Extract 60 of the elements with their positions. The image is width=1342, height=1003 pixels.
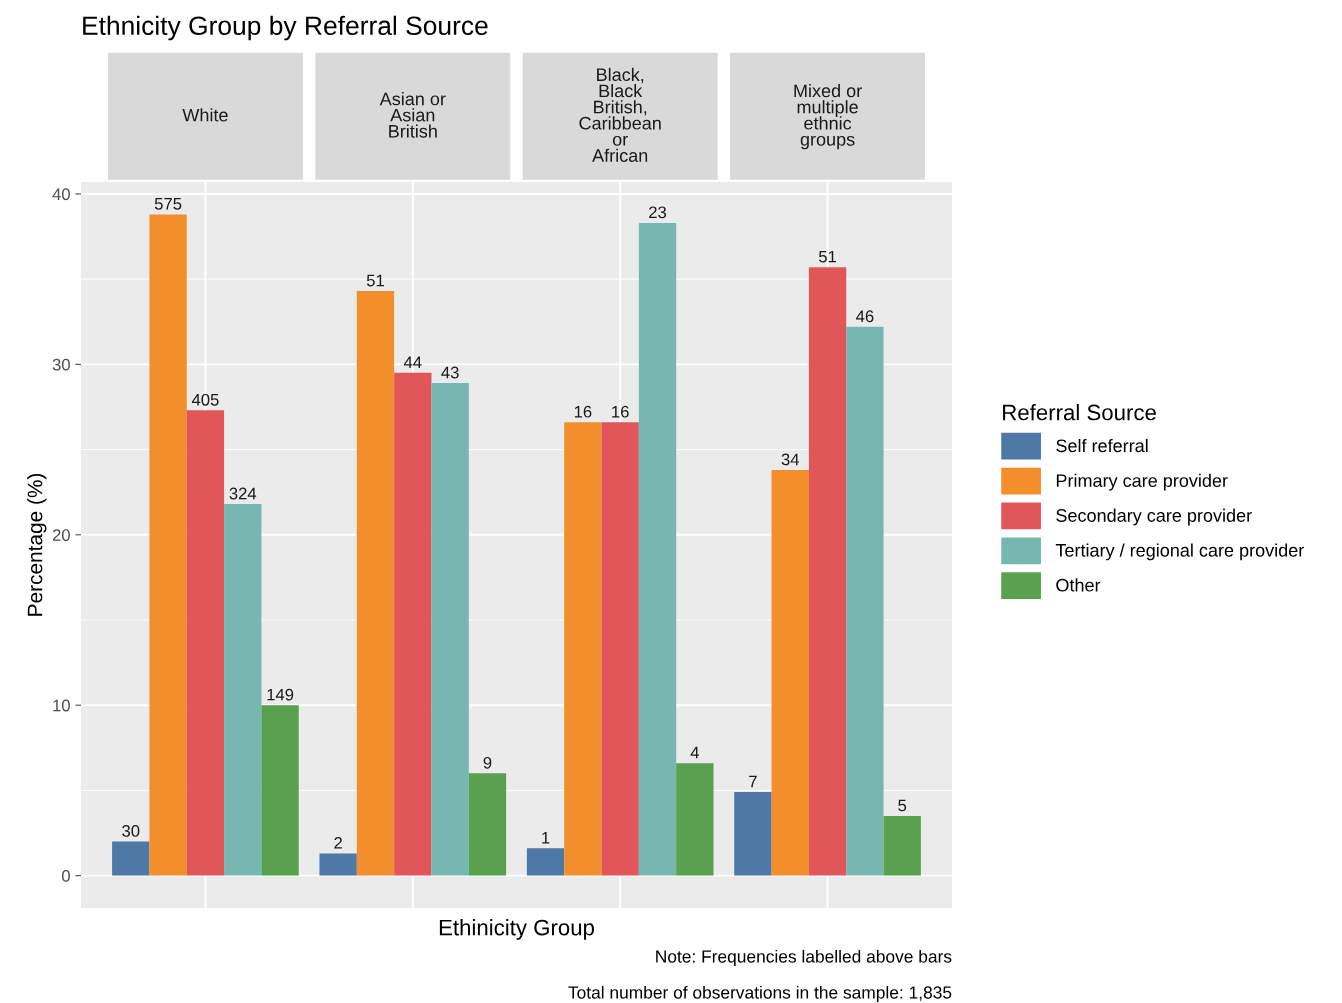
annotation: 4 [690, 746, 699, 759]
bar [771, 470, 809, 876]
annotation: 46 [856, 310, 874, 323]
legend-label: Tertiary / regional care provider [1055, 543, 1304, 561]
annotation: 7 [749, 775, 757, 788]
legend-label: Other [1056, 578, 1101, 592]
bar [149, 214, 187, 876]
y-tick-label: 0 [61, 870, 70, 882]
text: Total number of observations in the sample: 1,835 [568, 985, 952, 1003]
bar [394, 372, 432, 876]
bar [883, 815, 921, 876]
annotation: 1 [542, 832, 550, 844]
annotation: 16 [574, 405, 592, 418]
legend-label: Primary care provider [1056, 473, 1228, 491]
annotation: 324 [229, 487, 257, 500]
annotation: 34 [781, 453, 800, 466]
legend-label: Secondary care provider [1056, 508, 1252, 526]
x-tick-label: Mixed or multiple ethnic groups [794, 83, 862, 150]
annotation: 9 [483, 756, 492, 769]
annotation: 43 [441, 366, 459, 379]
annotation: 30 [122, 825, 140, 837]
legend-title: Referral Source [1003, 404, 1156, 421]
annotation: 44 [403, 356, 422, 369]
bar [638, 222, 677, 876]
annotation: 2 [334, 836, 342, 849]
bar [356, 291, 395, 876]
bar [431, 383, 469, 876]
bar [112, 841, 150, 876]
y-tick-label: 10 [53, 699, 70, 712]
annotation: 405 [191, 393, 219, 406]
x-axis-title: Ethinicity Group [439, 919, 594, 940]
text: Note: Frequencies labelled above bars [656, 949, 952, 967]
y-tick-label: 40 [52, 188, 70, 201]
legend-label: Self referral [1056, 438, 1148, 453]
bar [846, 326, 884, 876]
bar [186, 410, 225, 876]
bar [601, 422, 639, 876]
bar [261, 705, 299, 876]
annotation: 149 [267, 688, 294, 701]
annotation: 23 [649, 206, 667, 219]
y-tick-label: 20 [52, 529, 70, 541]
x-tick-label: White [182, 108, 228, 122]
annotation: 575 [154, 198, 182, 210]
bar [564, 422, 602, 876]
bar [526, 848, 565, 876]
bar [224, 504, 262, 876]
bar [468, 773, 507, 876]
y-tick-label: 30 [52, 358, 70, 371]
chart-title: Ethnicity Group by Referral Source [83, 15, 488, 41]
x-tick-label: Black, Black British, Caribbean or African [579, 67, 661, 162]
y-axis-title: Percentage (%) [27, 473, 47, 616]
x-tick-label: Asian or Asian British [379, 92, 446, 138]
bar [734, 792, 772, 876]
bar [676, 763, 714, 876]
bar [808, 267, 847, 876]
annotation: 51 [366, 274, 384, 287]
annotation: 16 [612, 405, 629, 418]
annotation: 5 [898, 799, 907, 812]
bar [319, 853, 357, 876]
annotation: 51 [818, 250, 837, 263]
